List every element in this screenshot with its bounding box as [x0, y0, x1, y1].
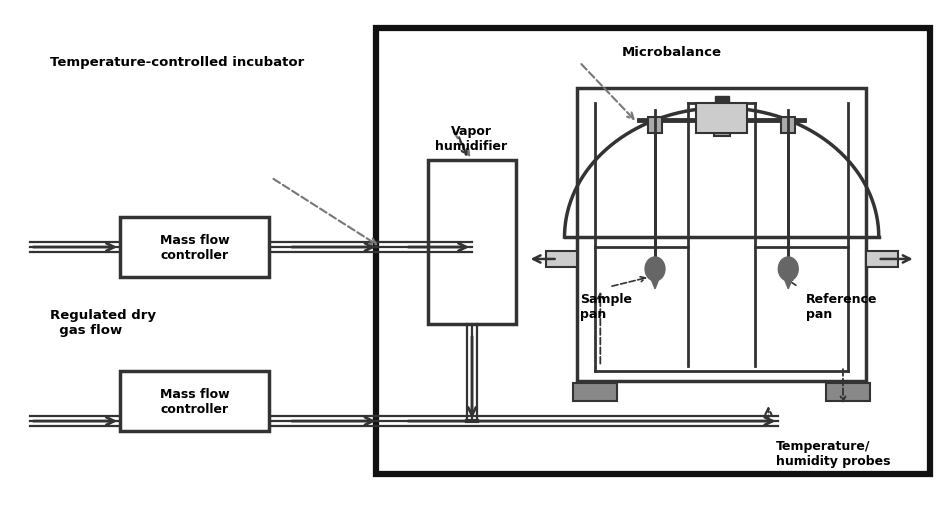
Text: Reference
pan: Reference pan [806, 292, 878, 320]
Text: Mass flow
controller: Mass flow controller [160, 387, 229, 415]
Text: Regulated dry
  gas flow: Regulated dry gas flow [50, 308, 156, 336]
Bar [428, 160, 515, 324]
Ellipse shape [778, 258, 798, 281]
Bar [715, 96, 728, 109]
Bar [648, 118, 662, 133]
Ellipse shape [645, 258, 665, 281]
Bar [546, 251, 577, 267]
Bar [865, 251, 898, 267]
Bar [696, 104, 747, 133]
Text: Temperature-controlled incubator: Temperature-controlled incubator [50, 56, 304, 69]
Polygon shape [647, 269, 663, 289]
Text: Microbalance: Microbalance [622, 46, 722, 59]
Polygon shape [781, 269, 796, 289]
Text: Vapor
humidifier: Vapor humidifier [435, 124, 507, 152]
Bar [376, 29, 930, 474]
Text: Sample
pan: Sample pan [580, 292, 632, 320]
Bar [120, 372, 269, 431]
Bar [713, 117, 729, 136]
Bar [120, 218, 269, 277]
Bar [782, 118, 795, 133]
Text: Temperature/
humidity probes: Temperature/ humidity probes [776, 439, 891, 467]
Bar [577, 89, 865, 382]
Bar [573, 383, 617, 401]
Text: Mass flow
controller: Mass flow controller [160, 234, 229, 262]
Bar [826, 383, 870, 401]
